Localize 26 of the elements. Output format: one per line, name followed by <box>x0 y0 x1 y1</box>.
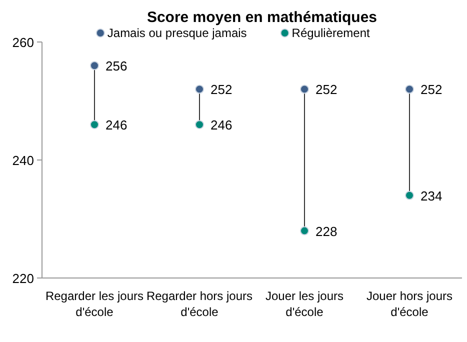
data-label: 246 <box>106 118 128 133</box>
point <box>300 226 309 236</box>
point <box>195 120 204 130</box>
point <box>405 84 414 94</box>
point <box>90 120 99 130</box>
point <box>90 61 99 70</box>
data-label: 228 <box>316 224 338 239</box>
legend-label: Régulièrement <box>292 26 371 40</box>
y-tick-label: 260 <box>12 35 34 50</box>
x-tick-label: Jouer hors jours d'école <box>366 289 453 319</box>
data-label: 256 <box>106 58 128 74</box>
data-label: 246 <box>210 118 232 133</box>
point <box>405 190 414 200</box>
y-tick-label: 240 <box>12 153 34 168</box>
data-label: 252 <box>210 82 232 98</box>
data-label: 252 <box>316 82 338 98</box>
point <box>195 84 204 94</box>
data-label: 234 <box>420 188 442 204</box>
data-label: 252 <box>420 82 442 98</box>
chart-title: Score moyen en mathématiques <box>146 9 378 26</box>
x-tick-label: Jouer les jours d'école <box>265 289 344 319</box>
x-tick-label: Regarder les jours d'école <box>45 289 144 319</box>
x-tick-label: Regarder hors jours d'école <box>146 289 253 319</box>
legend-label: Jamais ou presque jamais <box>107 26 247 40</box>
y-tick-label: 220 <box>12 271 34 286</box>
point <box>300 84 309 94</box>
